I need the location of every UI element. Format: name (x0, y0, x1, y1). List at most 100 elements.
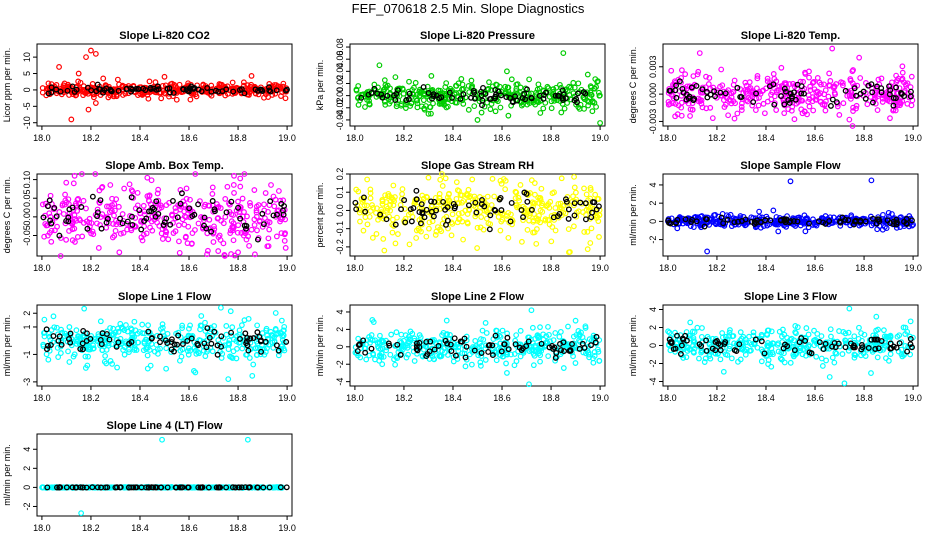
overlay-point (703, 89, 710, 95)
overlay-point (523, 190, 530, 197)
data-point (533, 240, 540, 247)
data-point (474, 117, 481, 123)
data-point (850, 67, 856, 73)
data-point (703, 105, 710, 112)
overlay-point (738, 218, 745, 224)
data-point (198, 313, 205, 319)
overlay-point (128, 194, 135, 201)
overlay-point (281, 203, 287, 210)
data-point (144, 352, 151, 359)
y-tick-label: 0.04 (335, 63, 345, 81)
overlay-point (893, 84, 900, 91)
data-point (367, 186, 374, 193)
overlay-point (419, 209, 426, 216)
data-point (254, 227, 260, 234)
data-point (206, 216, 213, 223)
data-point (81, 305, 88, 312)
overlay-point (150, 85, 157, 92)
y-tick-label: -2 (648, 359, 658, 367)
data-point (88, 47, 94, 54)
data-point (146, 198, 152, 204)
data-point (472, 196, 479, 203)
data-point (517, 327, 524, 334)
x-tick-label: 19.0 (278, 393, 296, 403)
data-point (836, 112, 843, 118)
data-point (197, 326, 203, 333)
data-point (443, 104, 450, 111)
y-tick-label: 0 (648, 343, 658, 348)
data-point (545, 353, 552, 359)
data-point (822, 107, 829, 114)
overlay-point (129, 221, 136, 228)
data-point (698, 333, 705, 340)
data-point (768, 96, 775, 103)
data-point (355, 102, 362, 108)
overlay-point (837, 219, 844, 226)
overlay-point (540, 95, 547, 102)
data-point (389, 221, 396, 228)
data-point (144, 365, 151, 372)
data-point (468, 77, 475, 84)
data-point (186, 325, 192, 332)
overlay-point (508, 199, 515, 206)
data-point (561, 105, 568, 112)
data-points (39, 436, 290, 517)
x-tick-label: 19.0 (278, 133, 296, 143)
overlay-point (258, 86, 265, 93)
data-point (570, 223, 577, 230)
data-point (548, 105, 555, 112)
data-point (85, 353, 92, 360)
data-point (728, 100, 735, 107)
data-point (847, 222, 854, 229)
data-point (428, 110, 434, 117)
overlay-point (377, 211, 384, 218)
panel-title: Slope Li-820 CO2 (119, 30, 209, 42)
data-point (278, 317, 285, 324)
data-point (571, 184, 578, 191)
data-point (79, 233, 86, 240)
overlay-point (850, 221, 857, 228)
data-point (665, 101, 672, 108)
data-point (231, 190, 237, 196)
data-point (454, 219, 461, 226)
data-point (262, 215, 268, 222)
data-point (696, 355, 702, 362)
data-point (770, 71, 777, 77)
data-point (576, 106, 583, 112)
y-axis-label: ml/min per min. (2, 444, 12, 506)
data-point (570, 79, 577, 86)
overlay-point (160, 222, 167, 228)
data-point (807, 83, 813, 90)
data-point (102, 352, 109, 359)
overlay-point (284, 86, 290, 93)
data-point (709, 218, 716, 225)
data-point (555, 200, 562, 207)
data-point (810, 216, 816, 223)
data-point (215, 337, 222, 343)
data-point (54, 223, 60, 230)
data-point (537, 194, 544, 201)
data-point (272, 310, 279, 316)
data-point (557, 328, 564, 335)
data-point (469, 176, 476, 183)
overlay-point (901, 93, 908, 100)
data-point (596, 234, 602, 240)
data-point (846, 305, 853, 312)
data-point (126, 181, 133, 188)
data-point (250, 361, 257, 368)
overlay-point (898, 90, 905, 96)
data-point (143, 230, 150, 237)
data-point (372, 356, 378, 363)
data-point (752, 107, 759, 114)
data-point (278, 93, 284, 99)
data-point (550, 89, 556, 95)
data-point (737, 213, 744, 219)
data-point (530, 200, 537, 207)
plot-frame (36, 304, 293, 387)
data-point (513, 332, 520, 339)
overlay-point (368, 90, 375, 96)
data-point (398, 102, 405, 109)
data-point (453, 179, 460, 186)
plot-frame (662, 43, 919, 127)
